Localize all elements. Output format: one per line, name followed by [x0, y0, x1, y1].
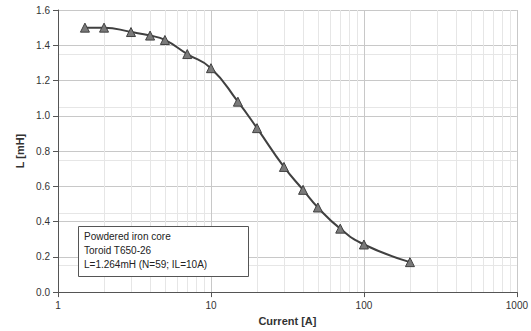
svg-text:L=1.264mH (N=59; IL=10A): L=1.264mH (N=59; IL=10A): [84, 259, 207, 270]
svg-text:0.8: 0.8: [36, 146, 50, 157]
svg-text:0.0: 0.0: [36, 287, 50, 298]
svg-text:1.4: 1.4: [36, 40, 50, 51]
svg-text:Current [A]: Current [A]: [258, 315, 316, 327]
svg-text:0.2: 0.2: [36, 251, 50, 262]
svg-text:0.4: 0.4: [36, 216, 50, 227]
svg-text:Toroid T650-26: Toroid T650-26: [84, 245, 152, 256]
svg-text:1: 1: [55, 300, 61, 311]
svg-text:100: 100: [356, 300, 373, 311]
svg-text:1.6: 1.6: [36, 5, 50, 16]
svg-text:L [mH]: L [mH]: [14, 133, 26, 168]
svg-text:1.0: 1.0: [36, 110, 50, 121]
svg-text:1000: 1000: [506, 300, 529, 311]
svg-text:0.6: 0.6: [36, 181, 50, 192]
svg-text:Powdered iron core: Powdered iron core: [84, 231, 171, 242]
svg-text:10: 10: [205, 300, 217, 311]
svg-text:1.2: 1.2: [36, 75, 50, 86]
